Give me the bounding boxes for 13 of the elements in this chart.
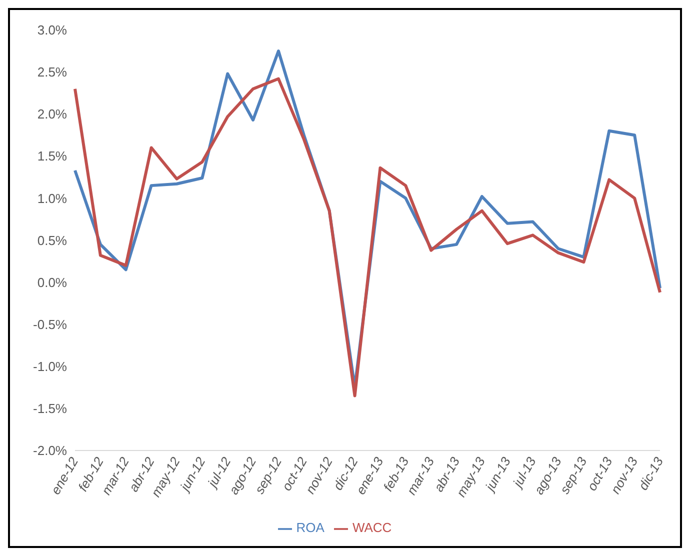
y-tick-label: -1.0% [33, 358, 68, 374]
y-tick-label: 2.0% [37, 106, 68, 122]
y-tick-label: 3.0% [37, 22, 68, 38]
y-tick-label: 1.5% [37, 148, 68, 164]
y-tick-label: 1.0% [37, 190, 68, 206]
y-tick-label: 2.5% [37, 64, 68, 80]
legend-label: WACC [352, 520, 392, 536]
y-tick-label: 0.0% [37, 274, 68, 290]
y-tick-label: 0.5% [37, 232, 68, 248]
y-tick-label: -0.5% [33, 316, 68, 332]
legend-label: ROA [296, 520, 324, 536]
y-tick-label: -2.0% [33, 443, 68, 458]
y-tick-label: -1.5% [33, 401, 68, 416]
